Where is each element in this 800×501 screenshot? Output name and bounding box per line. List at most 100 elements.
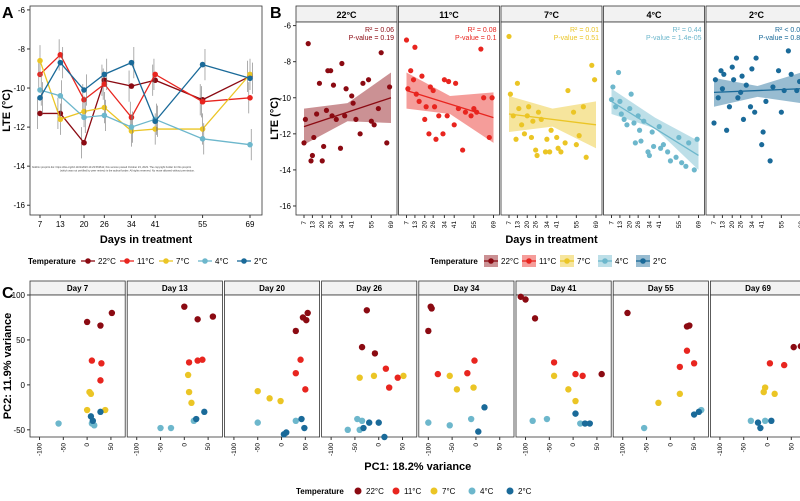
x-tick-label-c: 50	[205, 443, 212, 451]
r2-label: R² = 0.08	[468, 27, 497, 34]
x-tick-label-b: 34	[544, 221, 551, 229]
data-point-b	[378, 50, 384, 56]
pca-point	[475, 428, 482, 435]
legend-key-dot-b	[640, 258, 646, 264]
data-point-a	[57, 59, 64, 66]
x-tick-label-b: 7	[609, 221, 616, 225]
pca-point	[83, 406, 91, 414]
x-tick-label-c: -100	[134, 443, 141, 456]
data-point-b	[735, 95, 741, 101]
x-tick-label-c: -100	[425, 443, 432, 456]
pca-point	[358, 417, 366, 425]
pca-point	[655, 399, 662, 407]
pca-point	[400, 372, 407, 380]
x-tick-label-b: 34	[646, 221, 653, 229]
x-tick-label-c: 50	[691, 443, 698, 451]
data-point-b	[408, 68, 414, 74]
x-tick-label-a: 41	[151, 220, 160, 229]
data-point-b	[422, 116, 428, 123]
pca-point	[471, 357, 478, 364]
x-tick-label-b: 55	[676, 221, 683, 229]
x-tick-label-c: 0	[84, 443, 91, 447]
pca-point	[446, 372, 453, 380]
x-tick-label-b: 41	[554, 221, 561, 229]
y-tick-label-a: -10	[13, 84, 25, 93]
y-tick-label-a: -6	[18, 6, 26, 15]
x-tick-label-c: 0	[667, 443, 674, 447]
pca-point	[598, 370, 605, 378]
pca-point	[470, 384, 477, 391]
pca-point	[572, 370, 579, 378]
data-point-b	[694, 136, 700, 142]
data-point-b	[610, 84, 616, 90]
legend-label-c: 4°C	[480, 487, 494, 496]
data-point-a	[128, 83, 135, 89]
data-point-b	[554, 134, 560, 141]
x-tick-label-c: -50	[352, 443, 359, 453]
y-tick-label-a: -14	[13, 162, 25, 171]
data-point-a	[199, 98, 206, 105]
data-point-b	[451, 122, 457, 128]
data-point-b	[516, 105, 522, 112]
x-tick-label-b: 13	[719, 221, 726, 229]
data-point-b	[386, 84, 393, 90]
series-line-a	[39, 53, 251, 119]
data-point-b	[321, 143, 327, 150]
data-point-b	[739, 73, 745, 79]
data-point-b	[403, 37, 410, 43]
data-point-b	[589, 62, 595, 68]
data-point-a	[152, 71, 158, 78]
data-point-b	[489, 95, 495, 101]
pca-point	[760, 388, 767, 396]
pca-point	[572, 397, 579, 405]
data-point-b	[778, 109, 784, 115]
pca-point	[356, 374, 363, 381]
data-point-b	[547, 149, 553, 155]
confidence-band	[304, 72, 391, 145]
pca-point	[790, 343, 797, 351]
data-point-b	[528, 134, 535, 141]
facet-title-b: 22°C	[336, 10, 357, 20]
y-tick-label-b: -16	[279, 202, 291, 211]
x-tick-label-b: 26	[738, 221, 745, 229]
x-tick-label-b: 7	[506, 221, 513, 225]
data-point-b	[405, 86, 411, 92]
data-point-b	[632, 140, 638, 146]
pca-point	[425, 327, 432, 335]
data-point-b	[763, 98, 769, 104]
data-point-a	[81, 114, 87, 121]
pca-point	[768, 417, 775, 425]
data-point-b	[649, 129, 655, 135]
facet-panel-c	[29, 294, 126, 438]
pca-point	[88, 357, 96, 364]
data-point-b	[478, 46, 484, 52]
pca-point	[370, 372, 378, 380]
y-tick-label-c: 100	[12, 291, 26, 300]
pca-point	[586, 420, 593, 427]
data-point-b	[621, 116, 627, 123]
r2-label: R² = 0.06	[365, 27, 394, 34]
x-tick-label-c: 50	[497, 443, 504, 451]
x-tick-label-b: 41	[759, 221, 766, 229]
data-point-b	[427, 84, 433, 90]
x-tick-label-b: 20	[729, 221, 736, 229]
data-point-b	[796, 78, 800, 85]
data-point-b	[412, 44, 418, 50]
legend-key-dot-c	[468, 487, 476, 495]
data-point-b	[339, 60, 345, 67]
facet-panel-b	[500, 21, 603, 216]
data-point-a	[101, 71, 108, 78]
x-tick-label-c: -50	[60, 443, 67, 453]
p-value-label: P-value = 0.86	[759, 35, 800, 42]
data-point-a	[247, 71, 253, 78]
data-point-b	[328, 68, 334, 74]
data-point-b	[719, 86, 726, 92]
pca-point	[446, 422, 453, 429]
p-value-label: P-value = 0.51	[554, 35, 599, 42]
legend-title-a: Temperature	[28, 257, 76, 266]
data-point-b	[767, 158, 773, 164]
data-point-b	[749, 66, 755, 72]
x-tick-label-c: -100	[328, 443, 335, 456]
data-point-b	[743, 82, 749, 88]
data-point-b	[337, 145, 344, 151]
